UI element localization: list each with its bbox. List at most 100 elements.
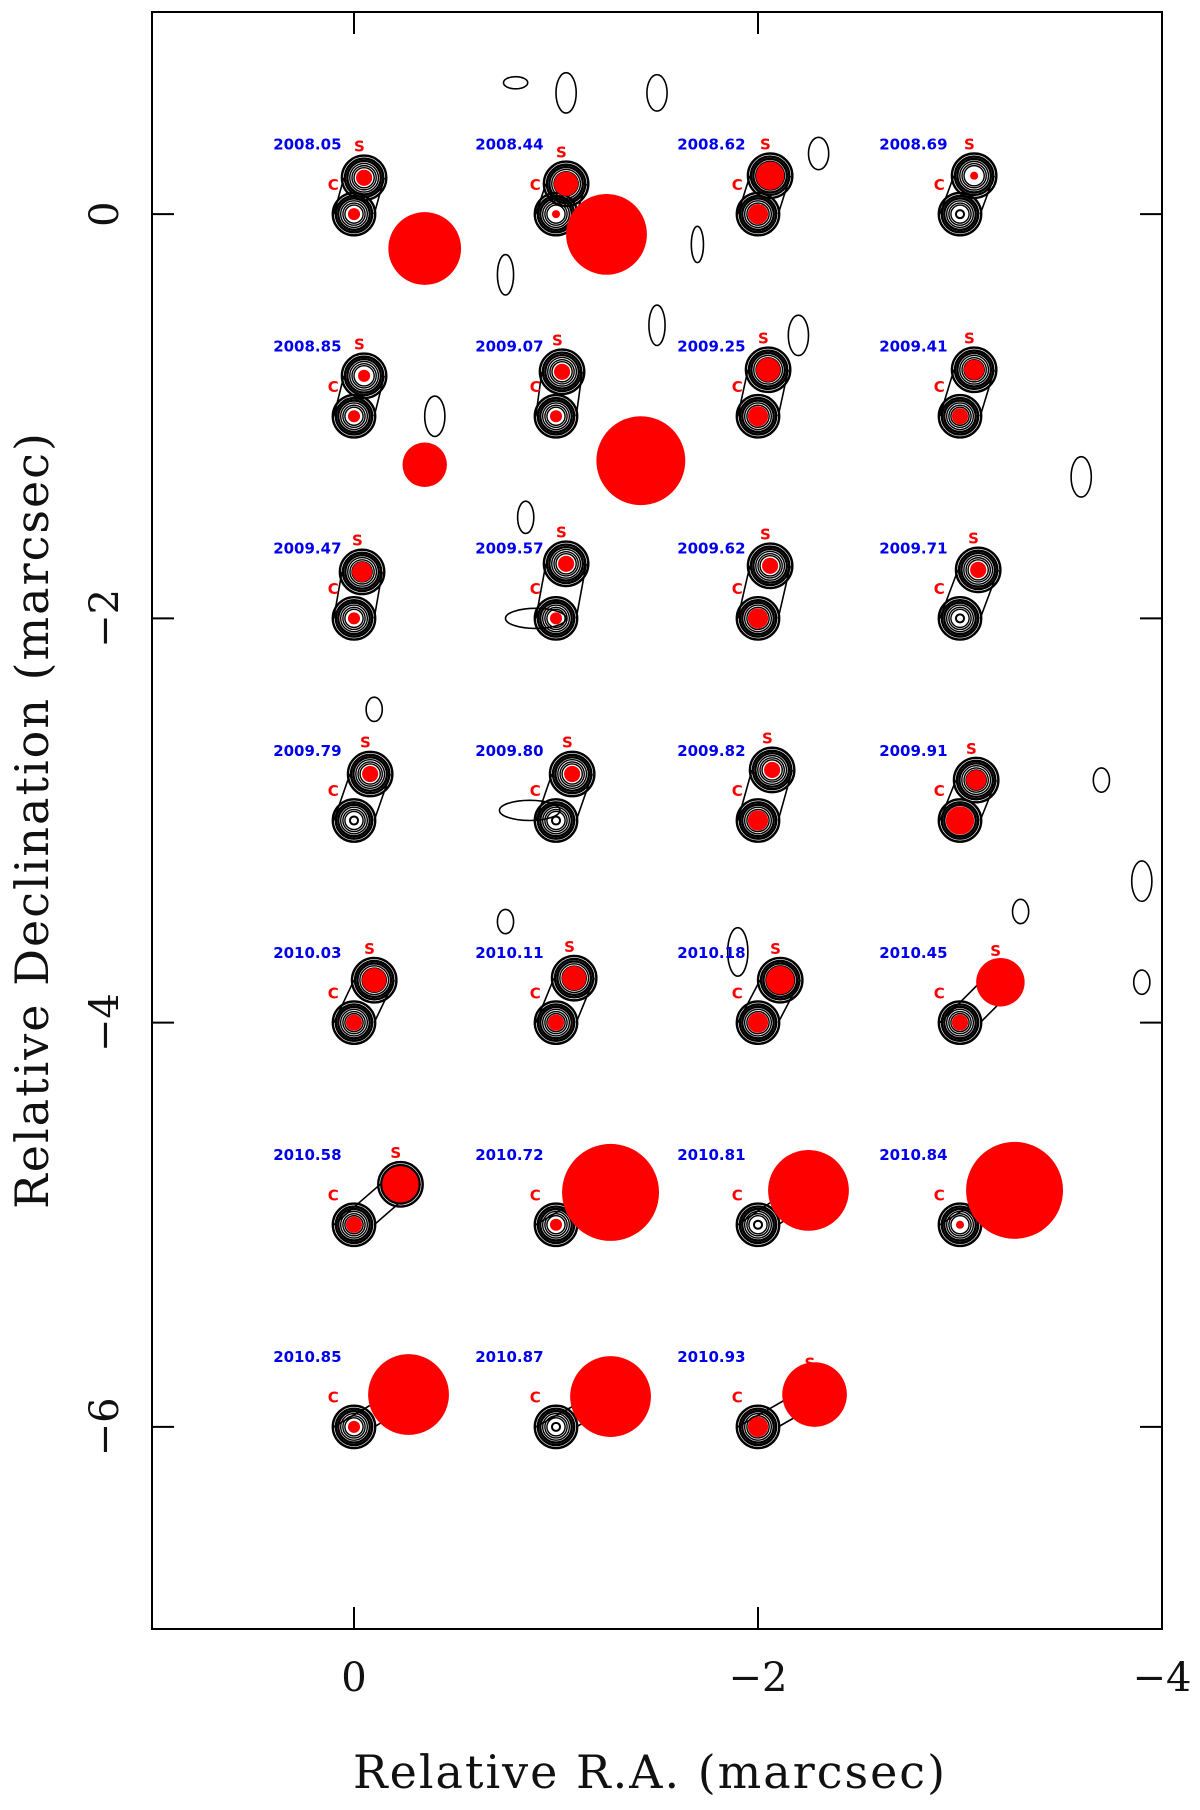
epoch-label: 2009.71 xyxy=(879,540,947,558)
epoch-panel: 2010.18 C S xyxy=(677,940,804,1046)
core-contour xyxy=(940,194,980,234)
epoch-panel: 2008.69 C S xyxy=(879,135,998,237)
core-contour xyxy=(741,1409,775,1444)
epoch-panel: 2010.45 C S xyxy=(879,942,1025,1046)
secondary-contour xyxy=(744,346,792,394)
epoch-panel: 2009.71 C S xyxy=(879,530,1002,641)
core-contour xyxy=(337,1005,371,1040)
core-contour xyxy=(342,404,366,429)
core-contour xyxy=(339,200,369,229)
core-label: C xyxy=(530,176,541,194)
core-contour xyxy=(342,202,366,226)
epoch-panel: 2009.79 C S xyxy=(273,734,394,843)
core-contour xyxy=(344,1214,364,1235)
core-contour xyxy=(743,1412,773,1441)
secondary-contour xyxy=(559,963,590,994)
secondary-component xyxy=(553,171,579,196)
core-contour xyxy=(950,406,970,427)
core-contour xyxy=(334,598,374,638)
core-label: C xyxy=(732,378,743,396)
epoch-panel: 2010.84 C S xyxy=(879,1141,1064,1248)
core-label: C xyxy=(934,378,945,396)
epoch-panel: 2010.03 C S xyxy=(273,940,398,1046)
core-peak xyxy=(550,1421,562,1432)
secondary-label: S xyxy=(564,938,575,956)
secondary-component xyxy=(356,169,373,186)
bridge-contour xyxy=(333,773,351,821)
epoch-label: 2010.72 xyxy=(475,1146,543,1164)
core-component xyxy=(747,1012,769,1033)
epoch-panel: 2010.11 C S xyxy=(475,938,598,1046)
epoch-label: 2009.91 xyxy=(879,742,947,760)
secondary-label: S xyxy=(990,942,1001,960)
secondary-component xyxy=(970,171,979,180)
core-contour xyxy=(546,1417,566,1437)
secondary-contour xyxy=(542,540,590,588)
core-contour xyxy=(948,606,972,631)
secondary-contour xyxy=(751,749,793,791)
epoch-panel: 2009.82 C S xyxy=(677,730,796,843)
bridge-contour xyxy=(737,565,751,619)
secondary-label: S xyxy=(966,740,977,758)
core-contour xyxy=(339,604,369,633)
secondary-contour xyxy=(746,542,794,590)
core-contour xyxy=(735,1000,781,1046)
noise-contour xyxy=(1130,860,1153,903)
core-component xyxy=(345,1014,363,1031)
epoch-panel: 2010.93 C S xyxy=(677,1348,847,1450)
secondary-label: S xyxy=(552,332,563,350)
epoch-label: 2010.58 xyxy=(273,1146,341,1164)
core-contour xyxy=(743,806,773,835)
core-contour xyxy=(738,801,778,840)
core-contour xyxy=(337,197,371,232)
secondary-component xyxy=(564,765,581,783)
core-contour xyxy=(945,402,975,431)
core-contour xyxy=(940,1003,980,1043)
secondary-component xyxy=(766,966,795,995)
core-peak xyxy=(954,209,966,220)
secondary-contour xyxy=(959,354,990,385)
extended-component xyxy=(402,442,447,487)
secondary-contour xyxy=(551,548,582,579)
secondary-contour xyxy=(356,962,393,999)
epoch-label: 2009.82 xyxy=(677,742,745,760)
core-contour xyxy=(536,396,576,436)
epoch-panel: 2009.41 C S xyxy=(879,329,998,439)
core-contour xyxy=(950,1012,970,1033)
core-label: C xyxy=(328,1389,339,1407)
core-contour xyxy=(746,1010,770,1035)
secondary-contour xyxy=(958,762,995,799)
epoch-label: 2010.45 xyxy=(879,944,947,962)
bridge-contour xyxy=(333,979,355,1023)
noise-contour xyxy=(555,71,578,114)
bridge-contour xyxy=(737,175,751,215)
core-peak xyxy=(348,815,360,826)
secondary-component xyxy=(358,369,371,382)
core-contour xyxy=(743,200,773,229)
epoch-panel: 2009.80 C S xyxy=(475,734,596,843)
core-contour xyxy=(342,808,366,833)
bridge-contour xyxy=(939,175,955,215)
core-contour xyxy=(948,202,972,226)
bridge-contour xyxy=(939,369,955,417)
core-contour xyxy=(541,1008,571,1037)
secondary-component xyxy=(755,161,785,190)
core-contour xyxy=(735,191,781,237)
secondary-contour xyxy=(956,157,993,194)
secondary-contour xyxy=(953,155,995,197)
core-contour xyxy=(541,1412,571,1441)
secondary-label: S xyxy=(964,329,975,347)
core-contour xyxy=(546,406,566,427)
core-contour xyxy=(746,606,770,631)
secondary-contour xyxy=(353,365,375,387)
secondary-label: S xyxy=(762,730,773,748)
secondary-contour xyxy=(762,962,799,999)
core-contour xyxy=(339,806,369,835)
core-contour xyxy=(738,598,778,638)
epoch-label: 2010.81 xyxy=(677,1146,745,1164)
epoch-label: 2009.41 xyxy=(879,338,947,356)
core-component xyxy=(951,408,969,425)
core-label: C xyxy=(530,378,541,396)
core-label: C xyxy=(328,176,339,194)
axes: 0 −2 −4 0 −2 −4 −6 xyxy=(82,12,1191,1701)
